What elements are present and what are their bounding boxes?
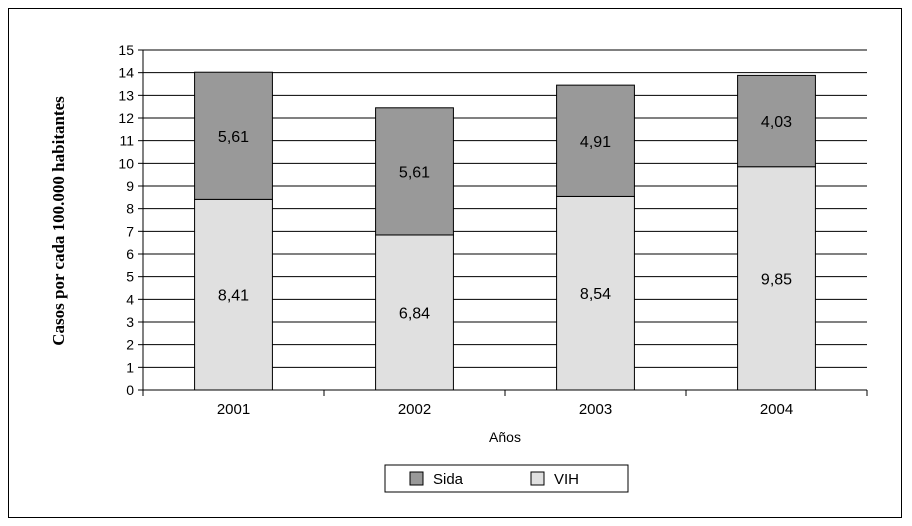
- y-tick-label: 12: [118, 110, 134, 126]
- data-label-vih-2002: 6,84: [399, 305, 430, 322]
- y-axis-title: Casos por cada 100.000 habitantes: [49, 96, 68, 346]
- y-tick-label: 9: [126, 178, 134, 194]
- data-label-sida-2002: 5,61: [399, 164, 430, 181]
- legend-box: [384, 464, 629, 493]
- y-tick-label: 7: [126, 223, 134, 239]
- bars: [194, 71, 816, 391]
- x-tick-label: 2003: [579, 401, 612, 418]
- y-tick-label: 2: [126, 337, 134, 353]
- bar-vih-2004: [737, 166, 816, 391]
- data-label-vih-2001: 8,41: [218, 288, 249, 305]
- y-tick-label: 1: [126, 359, 134, 375]
- x-tick-label: 2004: [760, 401, 793, 418]
- legend: Sida VIH: [384, 464, 629, 493]
- bar-sida-2004: [737, 74, 816, 168]
- bar-sida-2002: [375, 107, 454, 236]
- data-label-sida-2004: 4,03: [761, 114, 792, 131]
- y-tick-label: 13: [118, 87, 134, 103]
- y-tick-label: 3: [126, 314, 134, 330]
- y-tick-label: 5: [126, 269, 134, 285]
- labels: 01234567891011121314158,415,6120016,845,…: [118, 42, 793, 418]
- bar-sida-2003: [556, 84, 635, 197]
- y-tick-label: 10: [118, 155, 134, 171]
- y-tick-label: 6: [126, 246, 134, 262]
- x-tick-label: 2001: [217, 401, 250, 418]
- y-tick-label: 0: [126, 382, 134, 398]
- x-tick-label: 2002: [398, 401, 431, 418]
- data-label-sida-2003: 4,91: [580, 134, 611, 151]
- legend-label-sida: Sida: [433, 471, 464, 488]
- legend-swatch-vih: [530, 471, 545, 486]
- y-tick-label: 11: [119, 133, 134, 149]
- bar-vih-2003: [556, 195, 635, 391]
- y-tick-label: 15: [118, 42, 134, 58]
- bar-vih-2001: [194, 198, 273, 391]
- y-tick-label: 4: [126, 291, 134, 307]
- bar-vih-2002: [375, 234, 454, 391]
- y-tick-label: 8: [126, 201, 134, 217]
- bar-sida-2001: [194, 71, 273, 200]
- legend-swatch-sida: [409, 471, 424, 486]
- axes: [138, 49, 868, 396]
- y-tick-label: 14: [118, 65, 134, 81]
- x-axis-title: Años: [489, 429, 521, 445]
- data-label-vih-2003: 8,54: [580, 286, 611, 303]
- legend-label-vih: VIH: [554, 471, 579, 488]
- data-label-vih-2004: 9,85: [761, 271, 792, 288]
- data-label-sida-2001: 5,61: [218, 129, 249, 146]
